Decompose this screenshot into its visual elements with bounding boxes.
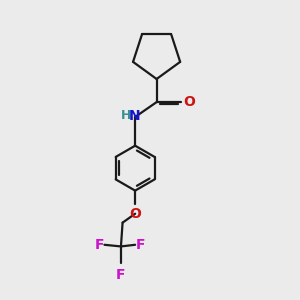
Text: O: O [184, 95, 196, 109]
Text: F: F [135, 238, 145, 252]
Text: N: N [129, 109, 141, 123]
Text: H: H [121, 109, 131, 122]
Text: O: O [129, 207, 141, 221]
Text: F: F [95, 238, 104, 252]
Text: F: F [116, 268, 126, 282]
